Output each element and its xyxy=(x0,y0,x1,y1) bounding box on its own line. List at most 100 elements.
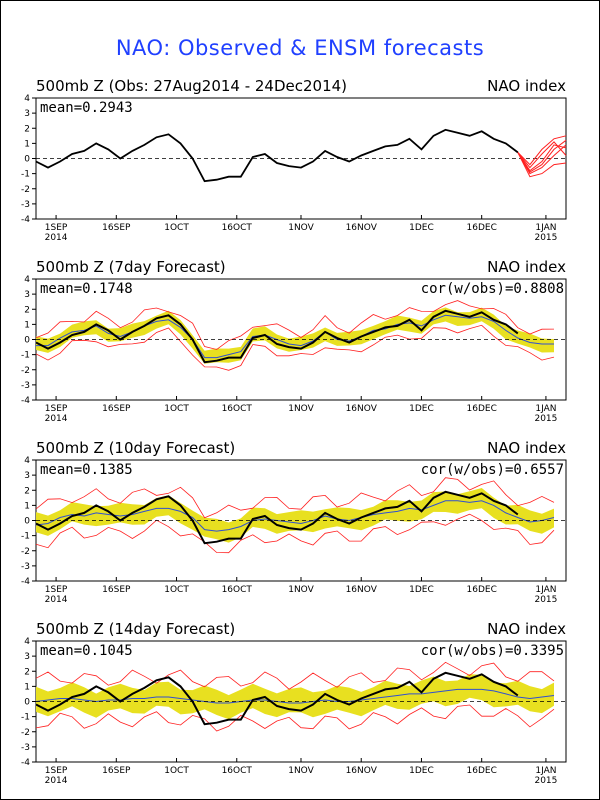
x-tick-label: 16NOV xyxy=(346,585,378,595)
member-lower-line xyxy=(35,513,555,554)
y-tick-label: -4 xyxy=(21,215,30,225)
observed-line xyxy=(35,128,519,183)
y-tick-label: -1 xyxy=(21,532,30,542)
panel-4: 500mb Z (14day Forecast) NAO index -4 -3 -2 -… xyxy=(21,620,567,786)
y-tick-label: 3 xyxy=(24,109,30,119)
panel-index-label: NAO index xyxy=(487,620,566,638)
x-tick-label: 1DEC xyxy=(409,766,434,776)
y-tick-label: 4 xyxy=(24,275,30,285)
x-tick-label: 16OCT xyxy=(222,766,253,776)
correlation-label: cor(w/obs)=0.3395 xyxy=(421,643,564,659)
member-lower-line xyxy=(35,324,555,371)
panel-index-label: NAO index xyxy=(487,77,566,95)
x-tick-year: 2015 xyxy=(534,414,557,424)
y-tick-label: -3 xyxy=(21,381,30,391)
panel-title: 500mb Z (Obs: 27Aug2014 - 24Dec2014) xyxy=(36,77,347,95)
x-tick-label: 1NOV xyxy=(288,766,314,776)
x-tick-label: 16SEP xyxy=(102,766,131,776)
observed-line xyxy=(35,671,519,726)
x-tick-year: 2014 xyxy=(45,414,68,424)
y-tick-label: 1 xyxy=(24,501,30,511)
x-tick-label: 1OCT xyxy=(164,585,189,595)
member-upper-line xyxy=(35,661,555,690)
y-tick-label: -2 xyxy=(21,728,30,738)
y-tick-label: 0 xyxy=(24,698,30,708)
main-title: NAO: Observed & ENSM forecasts xyxy=(115,36,485,60)
x-tick-label: 1OCT xyxy=(164,404,189,414)
x-tick-label: 1SEP xyxy=(45,223,68,233)
x-tick-label: 1DEC xyxy=(409,404,434,414)
panel-2: 500mb Z (7day Forecast) NAO index -4 -3 -2 -1… xyxy=(21,258,567,424)
y-tick-label: -1 xyxy=(21,351,30,361)
mean-label: mean=0.1385 xyxy=(40,462,133,478)
panel-1: 500mb Z (Obs: 27Aug2014 - 24Dec2014) NAO … xyxy=(21,77,567,243)
ensemble-spread-band xyxy=(36,674,554,720)
y-tick-label: -1 xyxy=(21,170,30,180)
y-tick-label: 1 xyxy=(24,139,30,149)
member-upper-line xyxy=(35,477,555,519)
correlation-label: cor(w/obs)=0.8808 xyxy=(421,281,564,297)
y-tick-label: 3 xyxy=(24,652,30,662)
y-tick-label: 2 xyxy=(24,124,30,134)
y-tick-label: -1 xyxy=(21,713,30,723)
x-tick-label: 1JAN xyxy=(535,223,556,233)
x-tick-label: 16DEC xyxy=(467,223,497,233)
x-tick-label: 16DEC xyxy=(467,404,497,414)
y-tick-label: -3 xyxy=(21,743,30,753)
y-tick-label: -2 xyxy=(21,366,30,376)
x-tick-label: 16NOV xyxy=(346,404,378,414)
y-tick-label: -3 xyxy=(21,562,30,572)
observed-line xyxy=(35,309,519,364)
y-tick-label: 3 xyxy=(24,471,30,481)
y-tick-label: 3 xyxy=(24,290,30,300)
x-tick-year: 2015 xyxy=(534,776,557,786)
ensemble-mean-line xyxy=(35,500,555,532)
x-tick-label: 16OCT xyxy=(222,585,253,595)
x-tick-label: 16NOV xyxy=(346,223,378,233)
x-tick-label: 1NOV xyxy=(288,223,314,233)
y-tick-label: -2 xyxy=(21,547,30,557)
forecast-member-line xyxy=(517,135,567,166)
x-tick-label: 1NOV xyxy=(288,585,314,595)
ensemble-spread-band xyxy=(36,488,554,543)
member-lower-line xyxy=(35,704,555,732)
panel-title: 500mb Z (14day Forecast) xyxy=(36,620,235,638)
x-tick-label: 1SEP xyxy=(45,585,68,595)
x-tick-year: 2014 xyxy=(45,776,68,786)
y-tick-label: -4 xyxy=(21,758,30,768)
y-tick-label: 2 xyxy=(24,667,30,677)
x-tick-label: 16DEC xyxy=(467,766,497,776)
x-tick-label: 16SEP xyxy=(102,404,131,414)
y-tick-label: 2 xyxy=(24,486,30,496)
x-tick-year: 2015 xyxy=(534,595,557,605)
ensemble-mean-line xyxy=(36,314,554,359)
y-tick-label: -2 xyxy=(21,185,30,195)
x-tick-label: 16SEP xyxy=(102,223,131,233)
y-tick-label: 0 xyxy=(24,517,30,527)
x-tick-label: 1SEP xyxy=(45,404,68,414)
y-tick-label: 4 xyxy=(24,456,30,466)
panel-3: 500mb Z (10day Forecast) NAO index -4 -3 -2 -… xyxy=(21,439,567,605)
forecast-member-line xyxy=(517,152,567,178)
panel-title: 500mb Z (10day Forecast) xyxy=(36,439,235,457)
x-tick-label: 1OCT xyxy=(164,223,189,233)
y-tick-label: 0 xyxy=(24,336,30,346)
x-tick-label: 1JAN xyxy=(535,404,556,414)
mean-label: mean=0.2943 xyxy=(40,100,133,116)
x-tick-year: 2014 xyxy=(45,595,68,605)
x-tick-label: 16SEP xyxy=(102,585,131,595)
panel-title: 500mb Z (7day Forecast) xyxy=(36,258,226,276)
forecast-member-line xyxy=(517,144,567,175)
y-tick-label: -4 xyxy=(21,396,30,406)
x-tick-label: 16OCT xyxy=(222,404,253,414)
x-tick-label: 16NOV xyxy=(346,766,378,776)
x-tick-label: 16DEC xyxy=(467,585,497,595)
y-tick-label: -3 xyxy=(21,200,30,210)
member-upper-line xyxy=(35,300,555,350)
y-tick-label: 0 xyxy=(24,155,30,165)
ensemble-spread-band xyxy=(36,307,554,364)
x-tick-label: 1OCT xyxy=(164,766,189,776)
mean-label: mean=0.1045 xyxy=(40,643,133,659)
x-tick-label: 1DEC xyxy=(409,585,434,595)
